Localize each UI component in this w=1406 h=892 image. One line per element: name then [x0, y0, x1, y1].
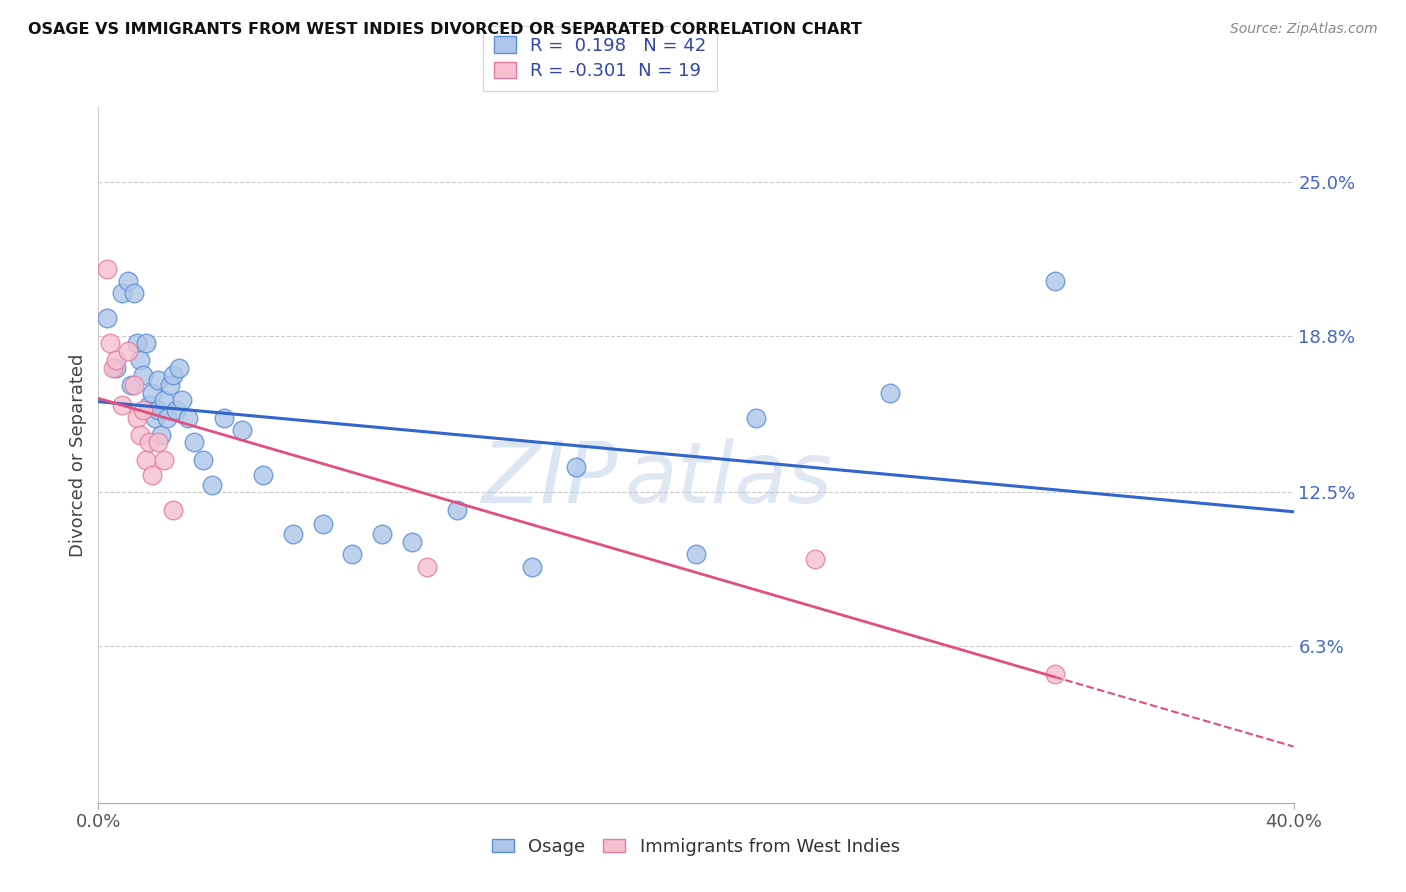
Point [153, 393, 176, 408]
Point [565, 460, 588, 475]
Point [129, 353, 152, 368]
Point [191, 453, 214, 467]
Point [138, 435, 160, 450]
Point [446, 502, 468, 516]
Point [105, 361, 128, 376]
Point [281, 527, 304, 541]
Point [159, 378, 181, 392]
Point [879, 385, 901, 400]
Point [120, 378, 142, 392]
Point [153, 453, 176, 467]
Point [231, 423, 253, 437]
Text: OSAGE VS IMMIGRANTS FROM WEST INDIES DIVORCED OR SEPARATED CORRELATION CHART: OSAGE VS IMMIGRANTS FROM WEST INDIES DIV… [28, 22, 862, 37]
Point [132, 368, 155, 383]
Y-axis label: Divorced or Separated: Divorced or Separated [69, 353, 87, 557]
Point [156, 410, 179, 425]
Point [124, 378, 146, 392]
Point [177, 410, 200, 425]
Point [1043, 666, 1066, 681]
Point [141, 385, 163, 400]
Point [148, 373, 170, 387]
Point [342, 547, 364, 561]
Point [150, 428, 173, 442]
Point [804, 552, 827, 566]
Point [416, 559, 439, 574]
Legend: Osage, Immigrants from West Indies: Osage, Immigrants from West Indies [485, 831, 907, 863]
Point [117, 343, 139, 358]
Point [685, 547, 707, 561]
Point [148, 403, 170, 417]
Point [165, 403, 187, 417]
Point [162, 368, 184, 383]
Point [520, 559, 543, 574]
Point [143, 410, 166, 425]
Point [148, 435, 170, 450]
Point [311, 517, 333, 532]
Point [135, 453, 157, 467]
Point [401, 534, 423, 549]
Text: atlas: atlas [624, 438, 832, 521]
Point [105, 353, 128, 368]
Point [135, 336, 157, 351]
Point [172, 393, 194, 408]
Point [98, 336, 122, 351]
Point [96, 311, 118, 326]
Point [162, 502, 184, 516]
Point [212, 410, 235, 425]
Point [124, 286, 146, 301]
Point [129, 428, 152, 442]
Point [745, 410, 768, 425]
Point [111, 398, 134, 412]
Point [141, 467, 163, 482]
Point [103, 361, 125, 376]
Point [201, 477, 224, 491]
Point [167, 361, 190, 376]
Point [127, 336, 149, 351]
Point [138, 398, 160, 412]
Point [183, 435, 205, 450]
Point [111, 286, 134, 301]
Point [1043, 274, 1066, 288]
Point [252, 467, 274, 482]
Point [96, 261, 118, 276]
Point [371, 527, 394, 541]
Point [127, 410, 149, 425]
Point [117, 274, 139, 288]
Text: Source: ZipAtlas.com: Source: ZipAtlas.com [1230, 22, 1378, 37]
Text: ZIP: ZIP [482, 438, 619, 521]
Point [132, 403, 155, 417]
